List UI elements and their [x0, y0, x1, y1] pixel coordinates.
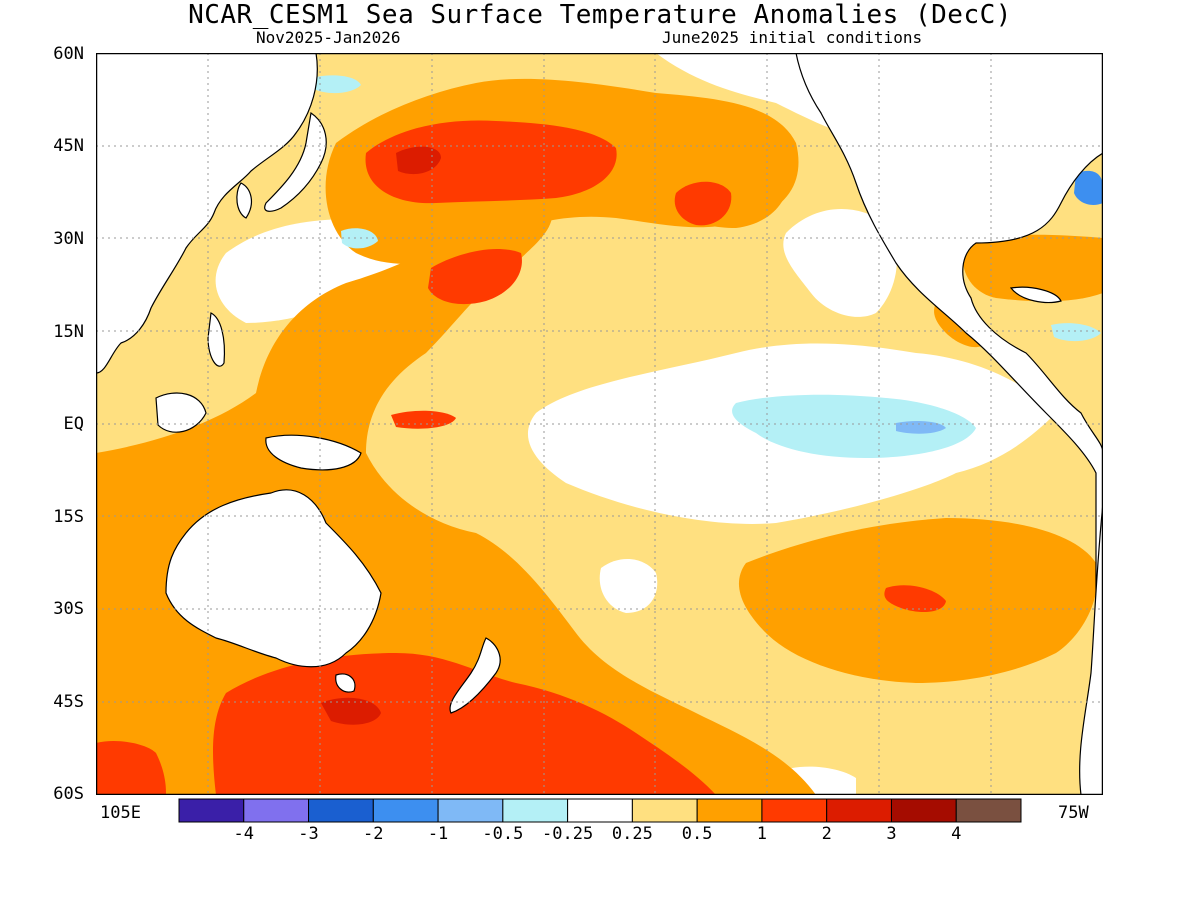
lon-label-east: 75W [1058, 803, 1089, 823]
colorbar-tick-label: 3 [886, 824, 897, 844]
colorbar-swatch [308, 798, 374, 823]
lat-label-eq: EQ [63, 414, 84, 434]
colorbar-swatch [437, 798, 504, 823]
hot-region-southern-ocean [213, 653, 716, 795]
colorbar-tick-label: -0.25 [542, 824, 594, 844]
colorbar-swatch [243, 798, 310, 823]
colorbar-tick-label: 0.5 [681, 824, 713, 844]
colorbar-swatch [567, 798, 633, 823]
sst-anomaly-map [96, 53, 1103, 795]
lat-label-15n: 15N [53, 322, 84, 342]
colorbar-swatch [631, 798, 698, 823]
japan-islands [264, 111, 327, 212]
lat-label-30n: 30N [53, 229, 84, 249]
cool-region-east-equatorial [732, 394, 976, 458]
colorbar-swatch [890, 798, 957, 823]
hot-region-far-southwest [96, 741, 166, 795]
cuba [1009, 286, 1062, 304]
lon-label-west: 105E [100, 803, 141, 823]
neutral-region-ne-pacific [783, 209, 897, 317]
warm-region-west-australia [96, 465, 180, 693]
colorbar-tick-label: 4 [951, 824, 962, 844]
lat-label-30s: 30S [53, 599, 84, 619]
lat-label-15s: 15S [53, 507, 84, 527]
new-zealand [449, 637, 501, 714]
initial-conditions: June2025 initial conditions [662, 28, 923, 47]
colorbar-swatch [955, 798, 1022, 823]
philippines [207, 312, 226, 367]
colorbar-swatch [502, 798, 569, 823]
cold-region-atlantic [1074, 170, 1103, 205]
hot-region-subtropical-north [428, 248, 522, 305]
colorbar-tick-label: -0.5 [482, 824, 524, 844]
map-title: NCAR_CESM1 Sea Surface Temperature Anoma… [188, 0, 1012, 30]
colorbar-tick-label: -4 [233, 824, 254, 844]
colorbar-swatch [761, 798, 828, 823]
colorbar-tick-label: 1 [756, 824, 768, 844]
graticule [96, 53, 1103, 795]
lat-label-45s: 45S [53, 692, 84, 712]
colorbar-swatch [696, 798, 763, 823]
landmass-group [96, 53, 1103, 795]
warm-region-gulf-of-mexico [962, 234, 1103, 302]
forecast-period: Nov2025-Jan2026 [256, 28, 401, 47]
lat-label-60s: 60S [53, 784, 84, 804]
neutral-region-south-pacific [599, 558, 658, 613]
cool-region-caribbean [1051, 323, 1101, 342]
hot-region-kuroshio-extension [365, 120, 617, 204]
tasmania [335, 673, 356, 693]
cool-region-bering [311, 75, 361, 94]
very-hot-region-north [396, 146, 441, 175]
lat-label-60n: 60N [53, 44, 84, 64]
colorbar-tick-label: -1 [427, 824, 449, 844]
colorbar-swatch [826, 798, 892, 823]
borneo [155, 392, 207, 433]
asia-landmass [96, 53, 318, 374]
south-america-landmass [1079, 502, 1103, 795]
lat-label-45n: 45N [53, 136, 84, 156]
colorbar-tick-label: -2 [363, 824, 384, 844]
colorbar-tick-label: -3 [298, 824, 319, 844]
australia-landmass [165, 489, 382, 668]
colorbar [178, 798, 1022, 823]
colorbar-tick-label: 2 [821, 824, 832, 844]
cold-region-east-equatorial [896, 420, 946, 434]
new-guinea [265, 434, 362, 471]
korea-peninsula [236, 182, 253, 219]
north-america-landmass [795, 53, 1103, 795]
colorbar-swatch [178, 798, 245, 823]
cool-region-japan [341, 228, 378, 249]
map-frame [96, 53, 1103, 795]
hot-region-se-pacific [884, 585, 946, 613]
colorbar-swatch [372, 798, 439, 823]
very-hot-region-south [321, 697, 381, 725]
colorbar-tick-label: 0.25 [611, 824, 653, 844]
hot-region-north-central [674, 181, 732, 226]
